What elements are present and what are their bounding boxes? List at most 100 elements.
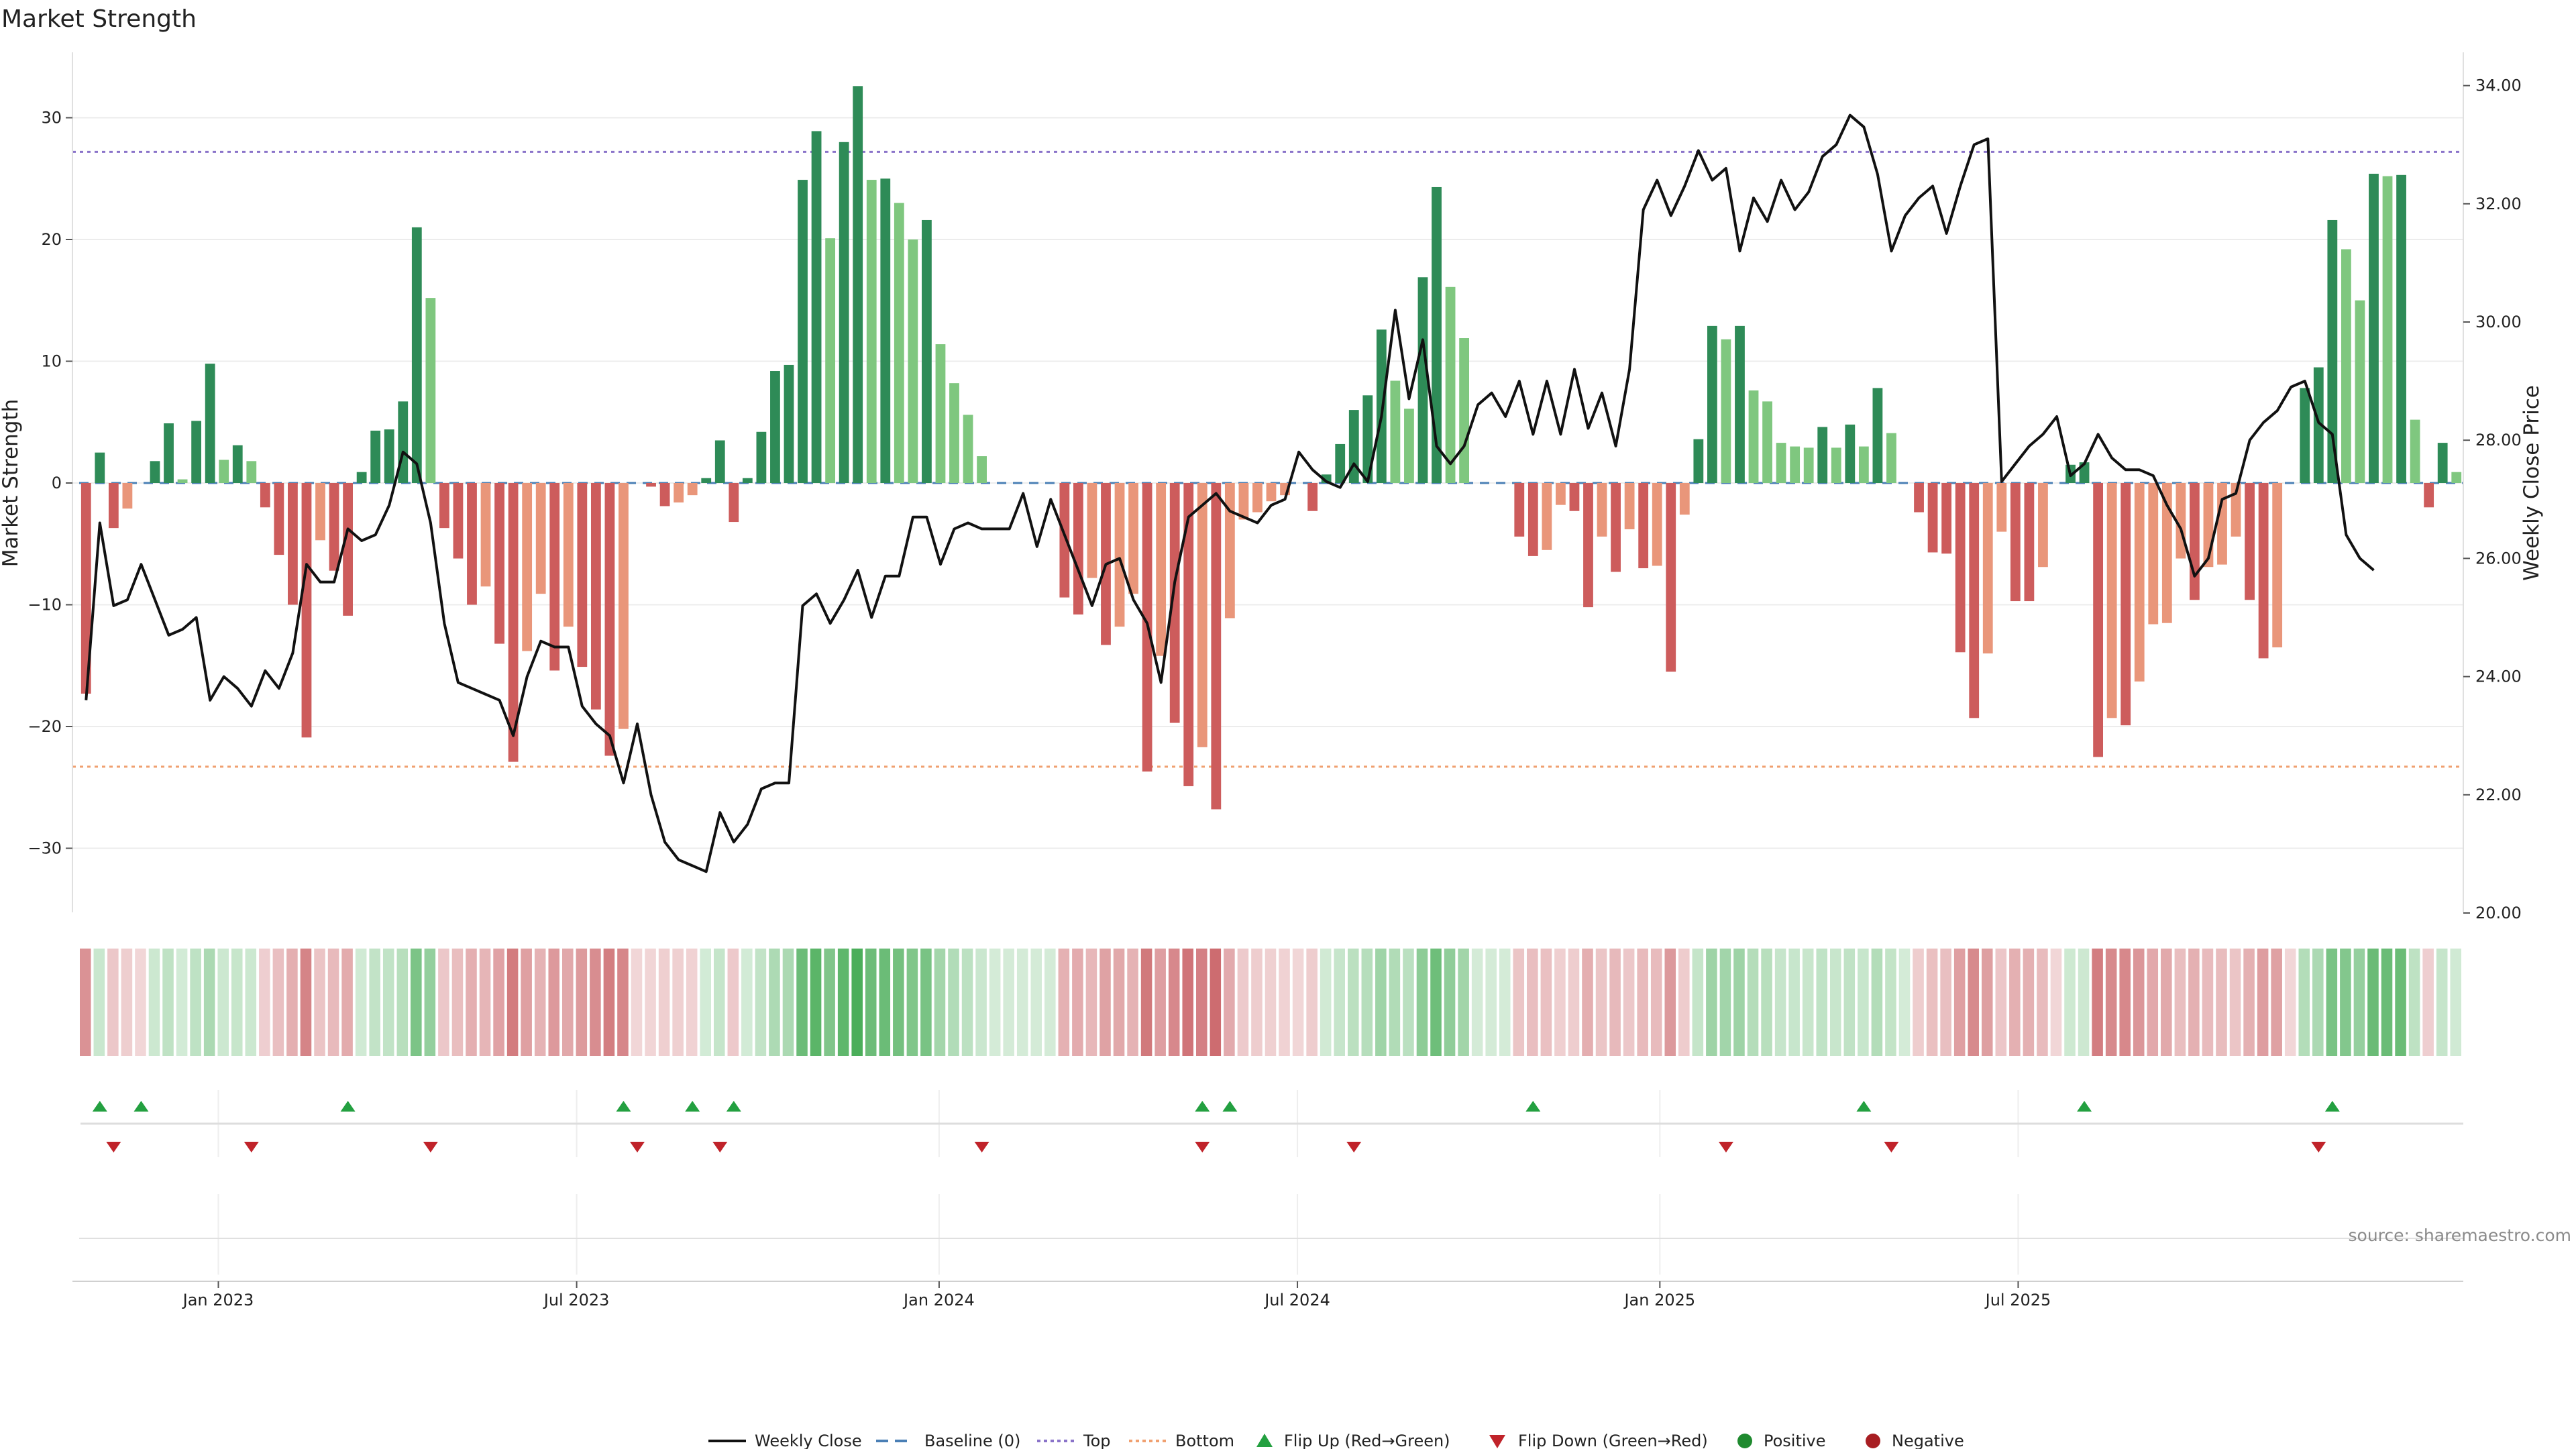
left-tick-label: −10	[28, 596, 62, 614]
heat-cell	[1058, 949, 1070, 1056]
positive-bar	[1831, 447, 1841, 483]
positive-bar	[1707, 325, 1717, 483]
heat-cell	[1265, 949, 1277, 1056]
heat-cell	[1182, 949, 1194, 1056]
negative-bar	[1982, 483, 1993, 654]
negative-bar	[2038, 483, 2048, 568]
heat-cell	[961, 949, 973, 1056]
positive-bar	[219, 460, 229, 483]
heat-cell	[521, 949, 532, 1056]
heat-cell	[1898, 949, 1911, 1056]
positive-bar	[1776, 443, 1786, 483]
legend-swatch	[1256, 1434, 1273, 1447]
heat-cell	[1140, 949, 1152, 1056]
heat-cell	[2312, 949, 2324, 1056]
heat-cell	[1361, 949, 1373, 1056]
heat-cell	[782, 949, 794, 1056]
heat-cell	[1609, 949, 1621, 1056]
positive-bar	[742, 478, 753, 483]
flip-down-marker	[974, 1142, 989, 1152]
heat-cell	[93, 949, 105, 1056]
positive-bar	[1417, 277, 1428, 483]
flip-up-marker	[340, 1101, 356, 1112]
heat-cell	[1085, 949, 1097, 1056]
positive-bar	[370, 430, 381, 483]
heat-cell	[1637, 949, 1648, 1056]
negative-bar	[1542, 483, 1552, 550]
left-tick-label: 30	[41, 109, 62, 127]
negative-bar	[315, 483, 325, 541]
negative-bar	[1914, 483, 1924, 513]
heat-cell	[2092, 949, 2103, 1056]
negative-bar	[439, 483, 449, 529]
heat-cell	[1733, 949, 1745, 1056]
heat-cell	[1210, 949, 1222, 1056]
positive-bar	[1693, 439, 1704, 483]
positive-bar	[1790, 446, 1801, 483]
legend-label: Top	[1083, 1432, 1111, 1449]
heat-cell	[1568, 949, 1580, 1056]
heat-cell	[1099, 949, 1111, 1056]
negative-bar	[329, 483, 339, 571]
heat-cell	[672, 949, 684, 1056]
positive-bar	[922, 219, 932, 483]
flip-down-marker	[630, 1142, 645, 1152]
heat-cell	[1403, 949, 1414, 1056]
positive-bar	[2437, 443, 2448, 483]
heat-cell	[1953, 949, 1966, 1056]
negative-bar	[1638, 483, 1649, 569]
heat-cell	[245, 949, 257, 1056]
left-y-axis: 30 20 10 0 −10 −20 −30	[28, 52, 73, 912]
negative-bar	[80, 483, 91, 694]
flip-up-marker	[726, 1101, 741, 1112]
positive-bar	[1817, 427, 1828, 483]
heat-cell	[617, 949, 629, 1056]
flip-up-marker	[2324, 1101, 2340, 1112]
heat-cell	[2298, 949, 2310, 1056]
heat-cell	[1113, 949, 1125, 1056]
positive-bar	[150, 461, 160, 483]
heat-cell	[176, 949, 188, 1056]
legend-label: Weekly Close	[755, 1432, 862, 1449]
left-tick-label: 10	[41, 352, 62, 371]
positive-bar	[935, 344, 946, 483]
heat-cell	[2174, 949, 2186, 1056]
legend: Weekly Close Baseline (0) Top Bottom Flip Up…	[708, 1432, 1964, 1449]
heat-cell	[534, 949, 546, 1056]
positive-bar	[1432, 186, 1442, 483]
positive-bar	[2327, 219, 2338, 483]
flip-down-marker	[1346, 1142, 1362, 1152]
heat-cell	[162, 949, 174, 1056]
heat-cell	[865, 949, 877, 1056]
positive-bar	[95, 452, 105, 483]
heat-cell	[2161, 949, 2172, 1056]
positive-bar	[784, 364, 794, 483]
heat-cell	[80, 949, 91, 1056]
flip-markers-panel	[80, 1090, 2463, 1157]
heat-cell	[2381, 949, 2393, 1056]
heat-cell	[851, 949, 863, 1056]
positive-bar	[963, 415, 973, 483]
flip-up-marker	[1856, 1101, 1872, 1112]
heat-cell	[1347, 949, 1359, 1056]
heat-cell	[1196, 949, 1208, 1056]
heat-cell	[1678, 949, 1690, 1056]
positive-bar	[1748, 390, 1759, 483]
heat-cell	[796, 949, 808, 1056]
heat-cell	[1692, 949, 1704, 1056]
heat-cell	[1802, 949, 1814, 1056]
right-tick-label: 20.00	[2475, 904, 2522, 922]
heat-cell	[1458, 949, 1469, 1056]
heat-cell	[1389, 949, 1401, 1056]
positive-bar	[2382, 176, 2393, 483]
heat-cell	[1706, 949, 1717, 1056]
negative-bar	[1169, 483, 1180, 723]
negative-bar	[674, 483, 684, 503]
heat-cell	[1430, 949, 1442, 1056]
heat-cell	[1747, 949, 1759, 1056]
flip-up-marker	[1195, 1101, 1210, 1112]
heat-cell	[1155, 949, 1166, 1056]
heat-cell	[934, 949, 946, 1056]
right-tick-label: 34.00	[2475, 76, 2522, 95]
heat-cell	[1719, 949, 1731, 1056]
